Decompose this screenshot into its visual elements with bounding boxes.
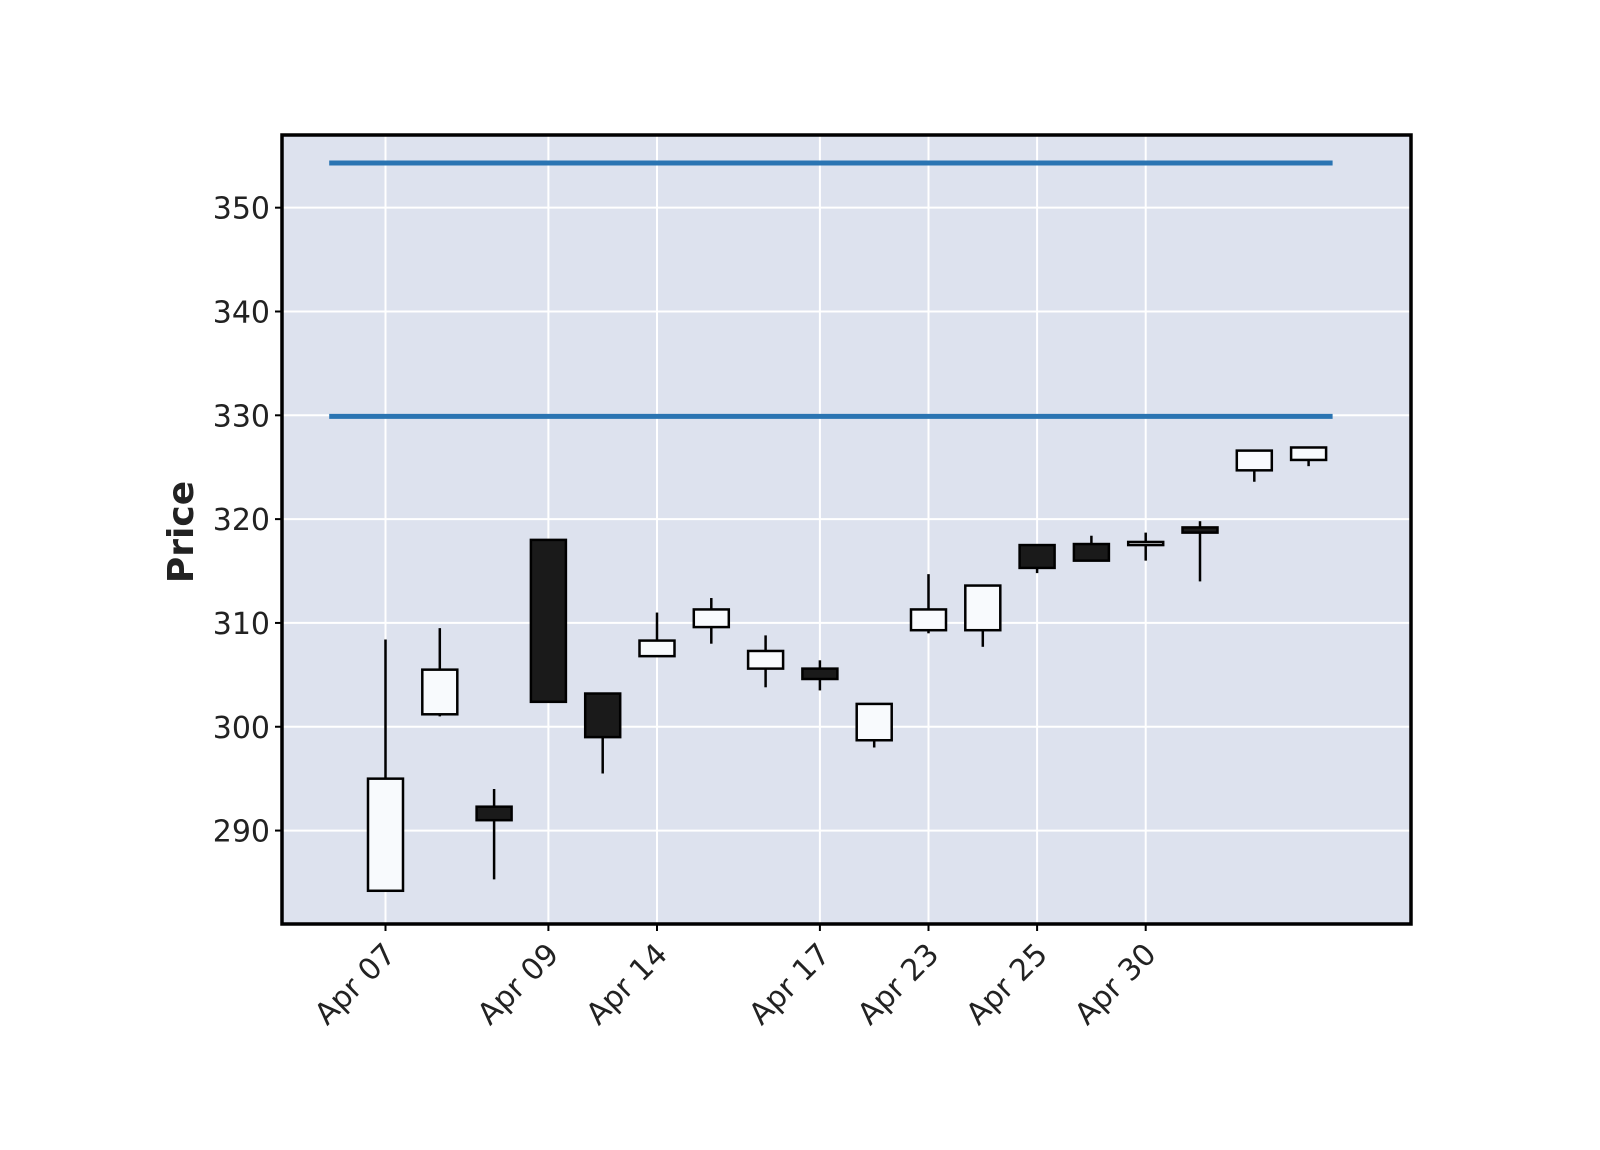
x-axis-ticks: Apr 07 Apr 09 Apr 14 Apr 17 Apr 23 Apr 25 Apr … — [308, 924, 1163, 1032]
plot-frame — [280, 133, 1413, 926]
y-tick-label: 350 — [213, 192, 270, 227]
candle-body-up — [746, 649, 785, 670]
y-tick-label: 310 — [213, 607, 270, 642]
x-tick-label: Apr 23 — [851, 937, 946, 1032]
y-tick-label: 340 — [213, 295, 270, 330]
candle-body-down — [475, 805, 513, 822]
x-tick-label: Apr 07 — [308, 937, 403, 1032]
candle-body-down — [1018, 543, 1056, 570]
candle-body-up — [638, 639, 676, 658]
candle-body-up — [1235, 449, 1274, 472]
horizontal-lines — [329, 160, 1333, 419]
x-tick-label: Apr 30 — [1068, 937, 1163, 1032]
y-tick-label: 300 — [213, 711, 270, 746]
candle-body-up — [692, 608, 731, 629]
candle-body-up — [964, 584, 1002, 632]
candle-body-down — [1181, 526, 1219, 534]
plot-background — [282, 135, 1411, 924]
candle-body-down — [529, 538, 568, 704]
x-tick-label: Apr 09 — [471, 937, 566, 1032]
y-tick-label: 330 — [213, 399, 270, 434]
candle-body-down — [583, 692, 622, 739]
y-axis-title: Price — [161, 481, 202, 583]
candles — [366, 446, 1328, 893]
candle-body-up — [366, 777, 405, 893]
candle-body-down — [801, 667, 839, 681]
y-tick-label: 320 — [213, 503, 270, 538]
candle-body-up — [1289, 446, 1328, 462]
candle-body-down — [1072, 542, 1111, 562]
x-tick-label: Apr 25 — [960, 937, 1055, 1032]
candle-body-up — [421, 668, 459, 716]
y-tick-label: 290 — [213, 815, 270, 850]
y-axis-ticks: 290 300 310 320 330 340 350 — [213, 192, 282, 850]
candle-body-up — [1126, 540, 1165, 547]
x-tick-label: Apr 17 — [742, 937, 837, 1032]
candle-body-up — [855, 702, 893, 742]
x-tick-label: Apr 14 — [579, 937, 674, 1032]
candle-body-up — [909, 608, 948, 632]
